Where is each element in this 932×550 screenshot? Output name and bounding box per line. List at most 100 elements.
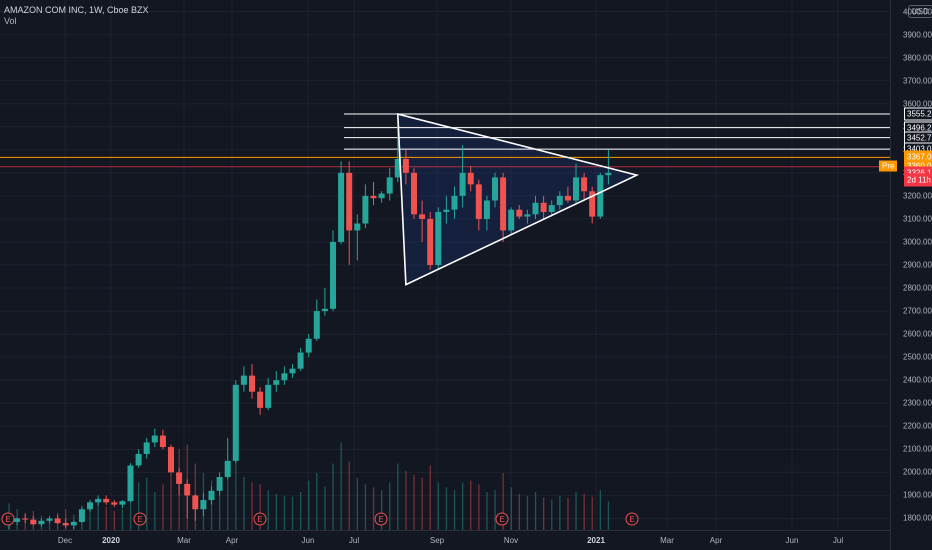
volume-bar: [413, 474, 415, 530]
earnings-marker[interactable]: E: [374, 512, 388, 526]
earnings-marker[interactable]: E: [253, 512, 267, 526]
candle-body: [524, 214, 531, 217]
candle-body: [305, 338, 312, 353]
earnings-marker[interactable]: E: [133, 512, 147, 526]
time-tick-label: Nov: [503, 536, 519, 545]
earnings-marker[interactable]: E: [625, 512, 639, 526]
volume-bar: [146, 477, 148, 530]
time-axis[interactable]: Dec 2020 Mar Apr Jun Jul Sep Nov 2021 Mar Apr Jun Ju…: [0, 530, 890, 550]
candle-body: [111, 502, 118, 505]
candle-body: [14, 518, 21, 522]
volume-bar: [470, 480, 472, 530]
candle-body: [362, 195, 369, 224]
volume-bar: [494, 490, 496, 530]
price-tick-label: 2300.00: [903, 398, 932, 408]
candle-body: [70, 521, 77, 526]
volume-bar: [510, 487, 512, 530]
candle-body: [386, 177, 393, 194]
volume-bar: [267, 490, 269, 530]
candle-body: [475, 184, 482, 219]
candle-body: [516, 209, 523, 217]
price-tick-label: 2200.00: [903, 421, 932, 431]
candle-body: [370, 195, 377, 199]
volume-bar: [607, 501, 610, 530]
candle-body: [508, 209, 515, 231]
candle-body: [289, 368, 296, 374]
earnings-marker-label: E: [137, 515, 142, 524]
candle-body: [200, 500, 207, 510]
price-tick-label: 3200.00: [903, 191, 932, 201]
candle-body: [419, 214, 426, 219]
price-axis[interactable]: USD 4000.00 3900.00 3800.00 3700.00 3600.00 3…: [879, 0, 932, 550]
volume-bar: [486, 492, 488, 530]
volume-bar: [372, 487, 375, 530]
volume-bar: [453, 490, 456, 530]
earnings-marker-label: E: [629, 515, 634, 524]
time-tick-label: Jun: [785, 536, 799, 545]
volume-bar: [251, 482, 253, 530]
candle-body: [168, 447, 174, 473]
volume-bar: [219, 487, 221, 530]
volume-bar: [356, 477, 358, 530]
volume-bar: [259, 484, 261, 530]
volume-bar: [235, 452, 237, 530]
volume-bar: [534, 492, 537, 530]
price-tick-label: 2000.00: [903, 467, 932, 477]
price-tick-label: 2500.00: [903, 352, 932, 362]
candle-body: [402, 159, 409, 173]
time-tick-label: Apr: [709, 536, 723, 545]
candle-body: [119, 501, 126, 505]
earnings-marker[interactable]: E: [495, 512, 509, 526]
price-tick-label: 2900.00: [903, 260, 932, 270]
candle-body: [208, 490, 215, 501]
candle-body: [281, 373, 288, 381]
volume-bar: [429, 465, 431, 530]
volume-bar: [105, 507, 107, 530]
candle-body: [483, 200, 490, 219]
chart-area[interactable]: E E E E E E AMAZON COM INC, 1W, Cboe BZX Vol: [0, 0, 890, 530]
volume-bar: [462, 482, 464, 530]
time-tick-label: Jul: [348, 536, 360, 545]
earnings-marker-label: E: [378, 515, 383, 524]
earnings-marker[interactable]: E: [1, 512, 15, 526]
volume-bar: [478, 484, 480, 530]
volume-bar: [308, 480, 310, 530]
candle-body: [548, 205, 555, 212]
price-tick-label: 3000.00: [903, 237, 932, 247]
price-tick-label: 2800.00: [903, 283, 932, 293]
volume-bar: [162, 484, 164, 530]
candle-body: [427, 218, 434, 265]
candle-body: [589, 191, 596, 217]
candle-body: [78, 509, 85, 522]
volume-bar: [559, 495, 561, 530]
volume-bar: [437, 482, 439, 530]
volume-bar: [113, 511, 115, 530]
price-axis-marker: 2d 11h: [904, 173, 932, 187]
candle-body: [564, 195, 571, 201]
candle-body: [127, 465, 134, 502]
candle-body: [297, 352, 304, 369]
candle-body: [151, 435, 158, 443]
time-tick-label: Apr: [225, 536, 239, 545]
candle-body: [232, 384, 239, 461]
candle-body: [435, 212, 442, 265]
volume-bar: [243, 476, 245, 530]
volume-bar: [210, 480, 213, 530]
time-tick-label: Dec: [57, 536, 73, 545]
volume-bar: [48, 518, 51, 530]
price-tick-label: 2100.00: [903, 444, 932, 454]
candle-body: [159, 435, 166, 448]
price-tick-label: 2600.00: [903, 329, 932, 339]
volume-bar: [227, 474, 229, 530]
volume-bar: [275, 493, 277, 530]
candle-body: [321, 308, 328, 312]
candle-body: [62, 523, 69, 526]
candle-body: [443, 209, 450, 212]
volume-bar: [332, 463, 334, 530]
price-tick-label: 1900.00: [903, 490, 932, 500]
candle-body: [354, 223, 361, 231]
volume-bar: [405, 471, 407, 530]
currency-badge[interactable]: USD: [908, 5, 932, 18]
candle-body: [346, 172, 353, 231]
